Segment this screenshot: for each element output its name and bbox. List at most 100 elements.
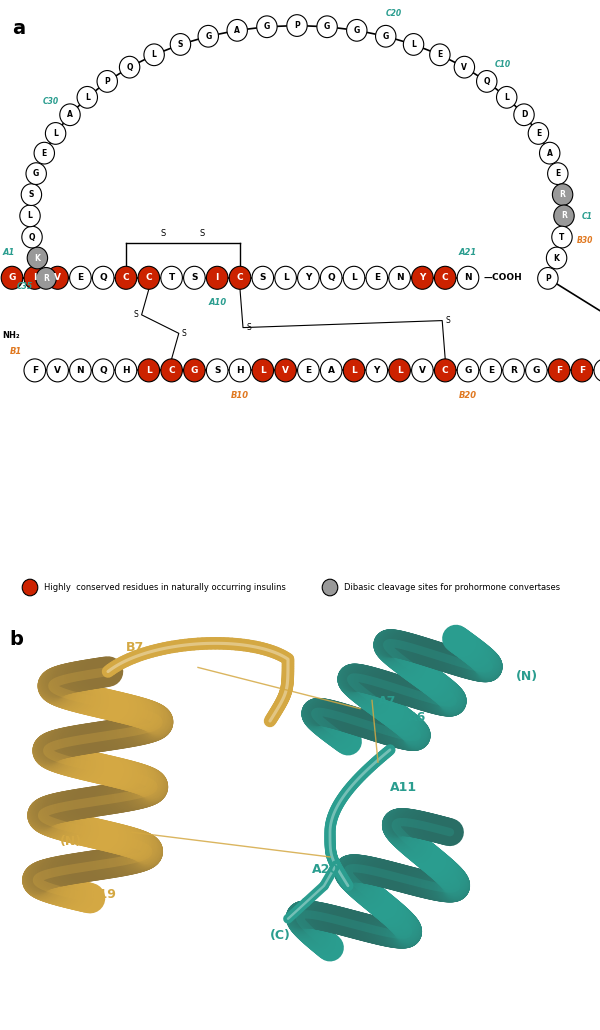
Circle shape — [97, 70, 118, 93]
Circle shape — [144, 44, 164, 66]
Circle shape — [77, 87, 97, 108]
Text: NH₂: NH₂ — [2, 331, 20, 340]
Circle shape — [347, 20, 367, 41]
Text: L: L — [411, 40, 416, 49]
Circle shape — [275, 358, 296, 382]
Circle shape — [539, 142, 560, 164]
Circle shape — [24, 358, 46, 382]
Text: Q: Q — [29, 233, 35, 242]
Text: L: L — [53, 129, 58, 138]
Text: F: F — [556, 366, 562, 375]
Text: S: S — [182, 329, 187, 338]
Text: A10: A10 — [208, 299, 226, 307]
Circle shape — [229, 267, 251, 289]
Text: S: S — [191, 273, 197, 282]
Text: L: L — [397, 366, 403, 375]
Text: S: S — [134, 310, 139, 319]
Text: B7: B7 — [126, 641, 144, 654]
Text: E: E — [305, 366, 311, 375]
Text: T: T — [169, 273, 175, 282]
Circle shape — [366, 267, 388, 289]
Text: (N): (N) — [60, 834, 82, 848]
Circle shape — [497, 87, 517, 108]
Text: V: V — [54, 273, 61, 282]
Text: S: S — [260, 273, 266, 282]
Text: S: S — [214, 366, 220, 375]
Circle shape — [70, 358, 91, 382]
Text: S: S — [178, 40, 183, 49]
Circle shape — [227, 20, 247, 41]
Circle shape — [343, 358, 365, 382]
Text: A: A — [234, 26, 240, 35]
Text: G: G — [191, 366, 198, 375]
Text: E: E — [41, 148, 47, 158]
Text: R: R — [560, 191, 566, 199]
Text: G: G — [264, 23, 270, 31]
Text: A: A — [328, 366, 335, 375]
Text: S: S — [446, 316, 451, 325]
Circle shape — [298, 358, 319, 382]
Text: A11: A11 — [390, 781, 417, 794]
Circle shape — [252, 267, 274, 289]
Circle shape — [20, 205, 40, 227]
Text: L: L — [152, 50, 157, 60]
Circle shape — [257, 15, 277, 38]
Text: V: V — [461, 63, 467, 72]
Circle shape — [26, 163, 46, 184]
Circle shape — [412, 267, 433, 289]
Circle shape — [27, 247, 47, 269]
Text: L: L — [85, 93, 90, 102]
Text: R: R — [43, 274, 49, 283]
Text: H: H — [236, 366, 244, 375]
Text: H: H — [122, 366, 130, 375]
Circle shape — [198, 26, 218, 47]
Text: B30: B30 — [577, 236, 593, 244]
Text: C: C — [168, 366, 175, 375]
Circle shape — [476, 70, 497, 93]
Circle shape — [21, 183, 41, 205]
Text: R: R — [561, 211, 567, 220]
Circle shape — [320, 358, 342, 382]
Text: Y: Y — [305, 273, 311, 282]
Circle shape — [434, 267, 456, 289]
Circle shape — [457, 267, 479, 289]
Circle shape — [138, 267, 160, 289]
Text: B19: B19 — [90, 888, 117, 901]
Text: S: S — [247, 323, 251, 332]
Text: B10: B10 — [231, 390, 249, 400]
Text: E: E — [374, 273, 380, 282]
Text: N: N — [396, 273, 403, 282]
Circle shape — [343, 267, 365, 289]
Text: E: E — [536, 129, 541, 138]
Text: C: C — [145, 273, 152, 282]
Circle shape — [503, 358, 524, 382]
Text: P: P — [545, 274, 551, 283]
Circle shape — [538, 268, 558, 289]
Text: G: G — [33, 169, 40, 178]
Circle shape — [119, 57, 140, 78]
Text: A7: A7 — [378, 694, 397, 708]
Circle shape — [526, 358, 547, 382]
Text: B1: B1 — [10, 347, 22, 355]
Circle shape — [184, 358, 205, 382]
Circle shape — [252, 358, 274, 382]
Text: A21: A21 — [459, 248, 477, 258]
Circle shape — [206, 267, 228, 289]
Text: G: G — [353, 26, 360, 35]
Circle shape — [36, 268, 56, 289]
Text: C: C — [442, 366, 449, 375]
Text: L: L — [283, 273, 289, 282]
Circle shape — [454, 57, 475, 78]
Circle shape — [366, 358, 388, 382]
Text: —COOH: —COOH — [483, 273, 522, 282]
Circle shape — [22, 579, 38, 595]
Circle shape — [594, 358, 600, 382]
Circle shape — [548, 163, 568, 184]
Text: C1: C1 — [581, 211, 592, 220]
Text: V: V — [282, 366, 289, 375]
Text: R: R — [510, 366, 517, 375]
Circle shape — [161, 267, 182, 289]
Text: V: V — [419, 366, 426, 375]
Circle shape — [206, 358, 228, 382]
Circle shape — [389, 267, 410, 289]
